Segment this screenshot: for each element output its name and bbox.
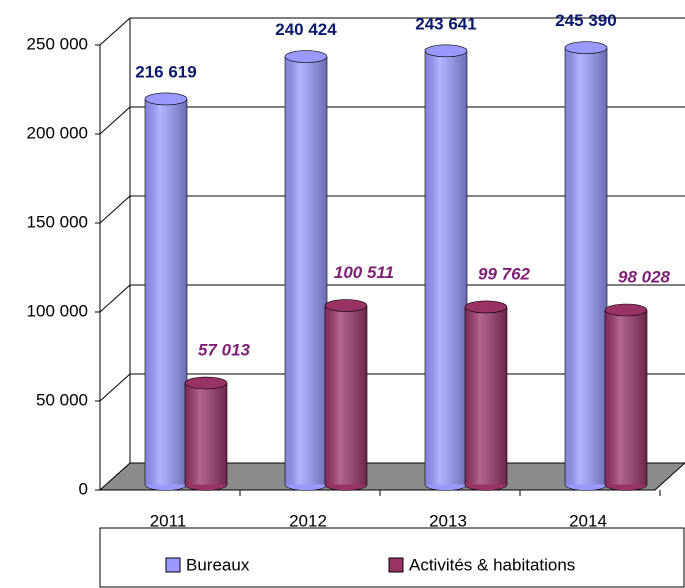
bar-shade (145, 98, 187, 485)
bar-top (284, 50, 328, 63)
value-label: 57 013 (198, 341, 251, 360)
bar-shade (325, 305, 367, 485)
value-label: 243 641 (415, 14, 476, 33)
value-label: 240 424 (275, 20, 337, 39)
bar-top (604, 303, 648, 317)
legend-swatch (388, 557, 404, 573)
floor (98, 462, 685, 491)
x-tick-label: 2011 (150, 511, 187, 530)
bar-shade (565, 47, 607, 485)
value-label: 99 762 (478, 264, 531, 283)
bar-shade (605, 310, 647, 485)
grid-line (99, 195, 131, 224)
bar-shade (465, 306, 507, 485)
legend-label: Activités & habitations (409, 555, 575, 574)
bar-top (184, 376, 228, 390)
legend-label: Bureaux (186, 555, 250, 574)
grid-line (99, 17, 131, 46)
bar-top (424, 44, 468, 58)
x-tick-label: 2012 (289, 511, 327, 530)
legend-swatch (165, 557, 181, 573)
bar-top (324, 299, 368, 312)
grid-line (99, 106, 131, 135)
y-tick-label: 200 000 (27, 123, 88, 142)
y-tick-label: 0 (79, 479, 88, 498)
bar-shade (285, 56, 327, 485)
y-tick-label: 150 000 (27, 212, 88, 231)
value-label: 100 511 (334, 263, 394, 282)
value-label: 216 619 (135, 62, 196, 81)
bar-top (564, 41, 608, 55)
y-tick-label: 100 000 (27, 301, 88, 320)
grid-line (99, 284, 131, 313)
bar-shade (185, 383, 227, 485)
value-label: 245 390 (555, 11, 616, 30)
y-tick-label: 50 000 (36, 390, 88, 409)
x-tick-label: 2014 (569, 511, 607, 530)
bar-shade (425, 50, 467, 485)
x-tick-label: 2013 (429, 511, 467, 530)
value-label: 98 028 (618, 267, 671, 286)
y-tick-label: 250 000 (27, 34, 88, 53)
bar-top (144, 92, 188, 106)
grid-line (99, 373, 131, 402)
bar-top (464, 300, 508, 314)
